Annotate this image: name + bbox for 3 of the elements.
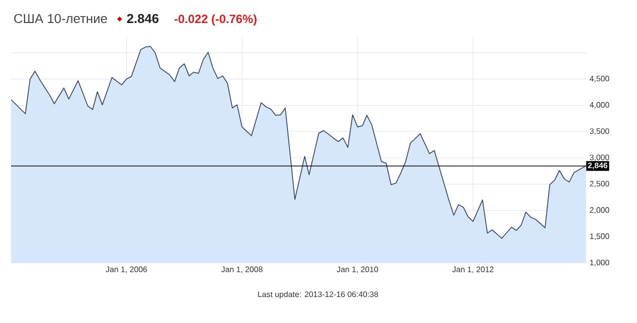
chart-title: США 10-летние bbox=[14, 14, 107, 24]
text: 2.846 bbox=[127, 14, 159, 24]
text: -0.022 (-0.76%) bbox=[174, 14, 256, 26]
